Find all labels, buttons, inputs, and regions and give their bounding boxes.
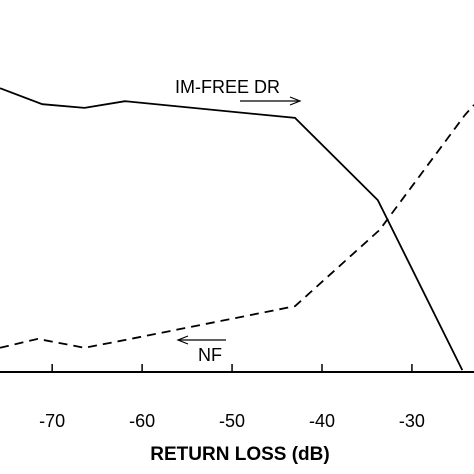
x-tick-label: -70 xyxy=(39,411,65,431)
annotation: NF xyxy=(198,345,222,365)
x-tick-label: -40 xyxy=(309,411,335,431)
x-tick-label: -50 xyxy=(219,411,245,431)
arrow-head xyxy=(289,96,302,106)
x-tick-label: -30 xyxy=(399,411,425,431)
x-tick-label: -60 xyxy=(129,411,155,431)
line xyxy=(0,104,474,349)
line xyxy=(0,87,464,371)
x-axis-label: RETURN LOSS (dB) xyxy=(150,444,329,465)
annotation: IM-FREE DR xyxy=(175,77,280,97)
arrow-head xyxy=(176,335,189,345)
